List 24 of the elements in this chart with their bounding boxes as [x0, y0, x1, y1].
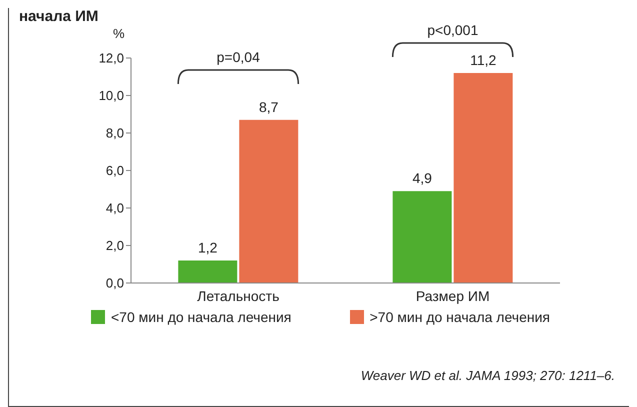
bar — [392, 191, 452, 283]
text: Weaver WD et al. JAMA 1993; 270: 1211–6. — [360, 368, 615, 383]
bar — [454, 73, 513, 283]
data-label: 1,2 — [198, 240, 218, 256]
bar — [239, 120, 298, 283]
data-label: 4,9 — [412, 170, 432, 186]
x-tick-label: Размер ИМ — [416, 288, 490, 304]
y-tick-label: 10,0 — [98, 88, 124, 104]
x-tick-label: Летальность — [197, 288, 280, 304]
data-label: 8,7 — [258, 98, 279, 115]
y-tick-label: 8,0 — [106, 126, 124, 141]
y-tick-label: 12,0 — [98, 50, 124, 66]
y-tick-label: 4,0 — [106, 200, 124, 216]
bar — [178, 260, 238, 283]
data-label: 11,2 — [470, 52, 497, 68]
chart-title: начала ИМ — [19, 8, 98, 25]
y-tick-label: 2,0 — [106, 238, 124, 254]
text: p<0,001 — [427, 22, 478, 38]
annotation: p=0,04 — [216, 49, 260, 65]
legend-label: <70 мин до начала лечения — [110, 309, 292, 325]
y-tick-label: 0,0 — [106, 276, 124, 291]
y-tick-label: 6,0 — [106, 163, 124, 178]
legend-label: >70 мин до начала лечения — [368, 309, 550, 325]
y-axis-title: % — [113, 26, 125, 41]
